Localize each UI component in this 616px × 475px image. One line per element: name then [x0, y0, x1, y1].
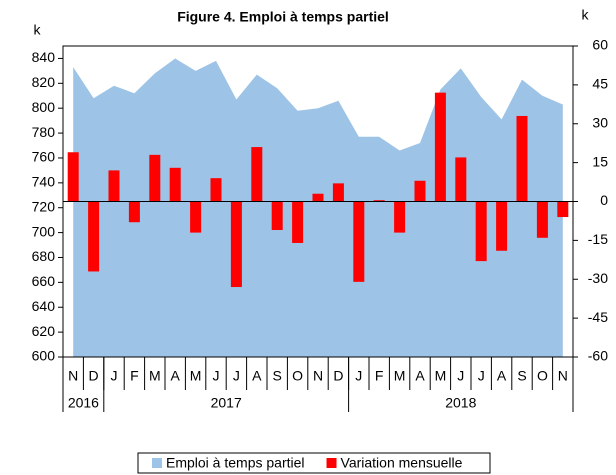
y-tick-label: 740: [32, 174, 56, 190]
x-tick-label: N: [68, 368, 78, 384]
x-tick-label: J: [457, 368, 464, 384]
y-tick-label: 760: [32, 149, 56, 165]
x-tick-label: F: [130, 368, 139, 384]
chart-title: Figure 4. Emploi à temps partiel: [177, 9, 389, 25]
y2-tick-label: 0: [600, 192, 608, 208]
bar: [88, 201, 100, 272]
bar: [434, 92, 446, 202]
y-tick-label: 620: [32, 323, 56, 339]
legend-label: Emploi à temps partiel: [166, 455, 305, 471]
bar: [312, 193, 324, 202]
bar: [271, 201, 283, 231]
bar: [149, 154, 161, 202]
bar: [536, 201, 548, 238]
y-tick-label: 800: [32, 99, 56, 115]
bar: [455, 157, 467, 202]
y-axis-label: k: [34, 22, 42, 38]
bar: [190, 201, 202, 233]
bar: [496, 201, 508, 251]
x-tick-label: F: [375, 368, 384, 384]
x-tick-label: A: [415, 368, 425, 384]
y2-tick-label: 15: [592, 153, 608, 169]
bar: [557, 201, 569, 218]
y-tick-label: 720: [32, 198, 56, 214]
x-tick-label: S: [273, 368, 282, 384]
bar: [230, 201, 242, 288]
y2-tick-label: -30: [588, 270, 608, 286]
x-tick-label: M: [394, 368, 406, 384]
y2-tick-label: 60: [592, 37, 608, 53]
x-tick-label: J: [233, 368, 240, 384]
bar: [128, 201, 140, 223]
x-tick-label: N: [558, 368, 568, 384]
x-tick-label: M: [435, 368, 447, 384]
x-tick-label: N: [313, 368, 323, 384]
x-tick-label: O: [537, 368, 548, 384]
bar: [414, 180, 426, 202]
bar: [169, 167, 181, 202]
bar: [353, 201, 365, 282]
y-tick-label: 640: [32, 298, 56, 314]
y-tick-label: 840: [32, 49, 56, 65]
bar: [210, 178, 222, 202]
area: [73, 58, 563, 357]
y-tick-label: 700: [32, 223, 56, 239]
bar: [373, 200, 385, 202]
y-tick-label: 600: [32, 348, 56, 364]
bar: [332, 183, 344, 202]
x-tick-label: S: [517, 368, 526, 384]
y-tick-label: 660: [32, 273, 56, 289]
bar: [394, 201, 406, 233]
x-tick-label: M: [190, 368, 202, 384]
legend-swatch: [326, 458, 337, 468]
bar: [251, 147, 263, 202]
y2-tick-label: 45: [592, 76, 608, 92]
bar: [475, 201, 487, 262]
x-tick-label: D: [89, 368, 99, 384]
x-tick-label: J: [213, 368, 220, 384]
legend-box: [137, 452, 491, 474]
x-tick-label: A: [171, 368, 181, 384]
legend-swatch: [152, 458, 162, 468]
bar: [516, 115, 528, 202]
x-tick-label: M: [149, 368, 161, 384]
x-group-label: 2017: [211, 395, 242, 411]
x-tick-label: J: [111, 368, 118, 384]
y2-tick-label: -15: [588, 231, 608, 247]
y2-tick-label: 30: [592, 114, 608, 130]
legend-label: Variation mensuelle: [341, 455, 463, 471]
x-tick-label: J: [355, 368, 362, 384]
bar: [292, 201, 304, 243]
x-tick-label: A: [252, 368, 262, 384]
x-tick-label: A: [497, 368, 507, 384]
y-tick-label: 680: [32, 248, 56, 264]
y-tick-label: 780: [32, 124, 56, 140]
y2-tick-label: -45: [588, 309, 608, 325]
y2-axis-label: k: [582, 7, 590, 23]
x-tick-label: J: [478, 368, 485, 384]
x-group-label: 2016: [68, 395, 99, 411]
bar: [108, 170, 120, 202]
x-group-label: 2018: [445, 395, 476, 411]
y2-tick-label: -60: [588, 348, 608, 364]
bar: [67, 152, 79, 202]
x-tick-label: D: [333, 368, 343, 384]
x-tick-label: O: [292, 368, 303, 384]
y-tick-label: 820: [32, 74, 56, 90]
